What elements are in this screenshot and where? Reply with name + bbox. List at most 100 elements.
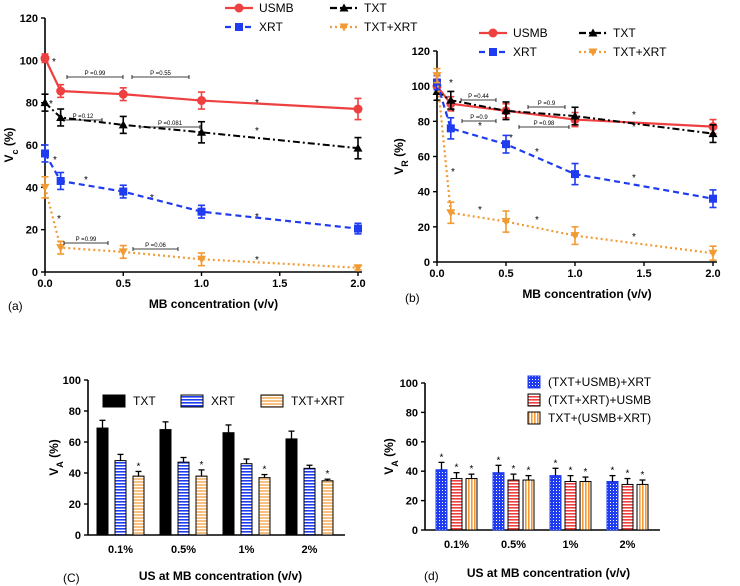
data-point-usmb: [56, 86, 66, 96]
y-tick-label: 100: [63, 375, 81, 387]
y-tick-label: 80: [69, 406, 81, 418]
x-tick-label: 2.0: [350, 278, 365, 290]
bar-txt: [96, 427, 109, 536]
bar-txt-usmb-xrt-: [636, 483, 649, 531]
bar-txt-xrt: [132, 475, 145, 536]
data-point-txt: [40, 98, 50, 107]
significance-star: *: [84, 175, 88, 186]
y-tick-label: 0: [412, 525, 418, 537]
p-value-annotation: P =0.9: [470, 115, 488, 121]
significance-star: *: [512, 464, 516, 475]
data-point-txt-xrt: [40, 183, 50, 192]
legend-swatch: [102, 394, 126, 408]
legend-label: USMB: [513, 26, 548, 40]
significance-star: *: [326, 469, 330, 480]
legend-label: (TXT+XRT)+USMB: [548, 393, 651, 407]
legend-marker: [339, 23, 349, 32]
bar--txt-xrt-usmb: [621, 483, 634, 531]
data-point-xrt: [571, 170, 579, 179]
panel-label: (a): [8, 299, 23, 313]
y-axis-title: Vc (%): [2, 127, 20, 162]
legend-label: USMB: [259, 1, 294, 15]
y-axis-title-text: VA (%): [382, 438, 400, 475]
category-label: 0.1%: [444, 539, 469, 551]
data-point-txt-xrt: [570, 232, 580, 241]
data-point-xrt: [502, 140, 510, 149]
significance-star: *: [263, 465, 267, 476]
bar-txt: [285, 438, 298, 536]
bar--txt-xrt-usmb: [564, 480, 577, 531]
legend-label: TXT+XRT: [613, 45, 667, 59]
significance-star: *: [255, 98, 259, 109]
data-point-xrt: [41, 149, 49, 158]
significance-star: *: [478, 205, 482, 216]
data-point-txt-xrt: [501, 218, 511, 227]
data-point-usmb: [197, 96, 206, 106]
y-axis-title: VR (%): [392, 138, 410, 175]
significance-star: *: [632, 232, 636, 243]
legend-marker: [588, 28, 598, 37]
legend-marker: [234, 3, 244, 13]
significance-star: *: [451, 167, 455, 178]
data-point-txt-xrt: [197, 255, 206, 264]
legend-swatch: [260, 394, 284, 408]
significance-star: *: [200, 460, 204, 471]
p-value-annotation: P =0.99: [76, 237, 97, 243]
bar-txt-xrt: [195, 475, 208, 536]
data-point-txt-xrt: [446, 209, 456, 218]
bar-txt-usmb-xrt-: [465, 478, 478, 531]
y-tick-label: 60: [69, 437, 81, 449]
y-tick-label: 100: [400, 378, 418, 390]
significance-star: *: [497, 455, 501, 466]
data-point-txt-xrt: [432, 72, 442, 81]
y-axis-title: VA (%): [382, 438, 400, 475]
x-tick-label: 0.5: [116, 278, 131, 290]
significance-star: *: [535, 147, 539, 158]
legend-label: TXT: [364, 1, 387, 15]
category-label: 0.5%: [171, 544, 196, 556]
legend-swatch: [180, 394, 204, 408]
y-tick-label: 100: [412, 81, 430, 93]
significance-star: *: [584, 467, 588, 478]
legend-label: TXT+(USMB+XRT): [548, 411, 651, 425]
legend-label: XRT: [513, 45, 537, 59]
category-label: 1%: [239, 544, 255, 556]
bar-xrt: [177, 461, 190, 536]
data-point-txt-xrt: [56, 244, 66, 253]
significance-star: *: [255, 126, 259, 137]
legend-marker: [489, 48, 497, 56]
bar--txt-usmb-xrt: [606, 480, 619, 531]
bar--txt-usmb-xrt: [492, 472, 505, 531]
bar--txt-usmb-xrt: [435, 469, 448, 531]
x-tick-label: 0.0: [429, 268, 444, 280]
significance-star: *: [569, 466, 573, 477]
legend-marker: [588, 48, 598, 57]
data-point-txt: [570, 111, 580, 120]
y-axis-title-text: Vc (%): [2, 127, 20, 162]
significance-star: *: [449, 78, 453, 89]
legend-label: TXT+XRT: [291, 394, 345, 408]
significance-star: *: [641, 470, 645, 481]
y-tick-label: 20: [418, 222, 430, 234]
y-tick-label: 0: [32, 267, 38, 279]
data-point-xrt: [56, 176, 65, 185]
p-value-annotation: P =0.55: [150, 71, 171, 77]
x-axis-title: US at MB concentration (v/v): [139, 569, 302, 583]
category-label: 2%: [302, 544, 318, 556]
significance-star: *: [255, 212, 259, 223]
significance-star: *: [527, 466, 531, 477]
y-tick-label: 60: [406, 437, 418, 449]
data-point-xrt: [119, 187, 128, 196]
y-tick-label: 20: [406, 496, 418, 508]
bar-txt-xrt: [258, 477, 271, 536]
x-tick-label: 1.0: [194, 278, 209, 290]
y-tick-label: 0: [424, 257, 430, 269]
legend-swatch: [527, 375, 541, 389]
legend-label: XRT: [211, 394, 235, 408]
panel-label: (d): [424, 569, 439, 583]
data-point-txt: [56, 112, 66, 121]
y-tick-label: 40: [69, 468, 81, 480]
data-point-txt: [118, 120, 128, 129]
significance-star: *: [255, 255, 259, 266]
data-point-txt: [197, 127, 206, 136]
